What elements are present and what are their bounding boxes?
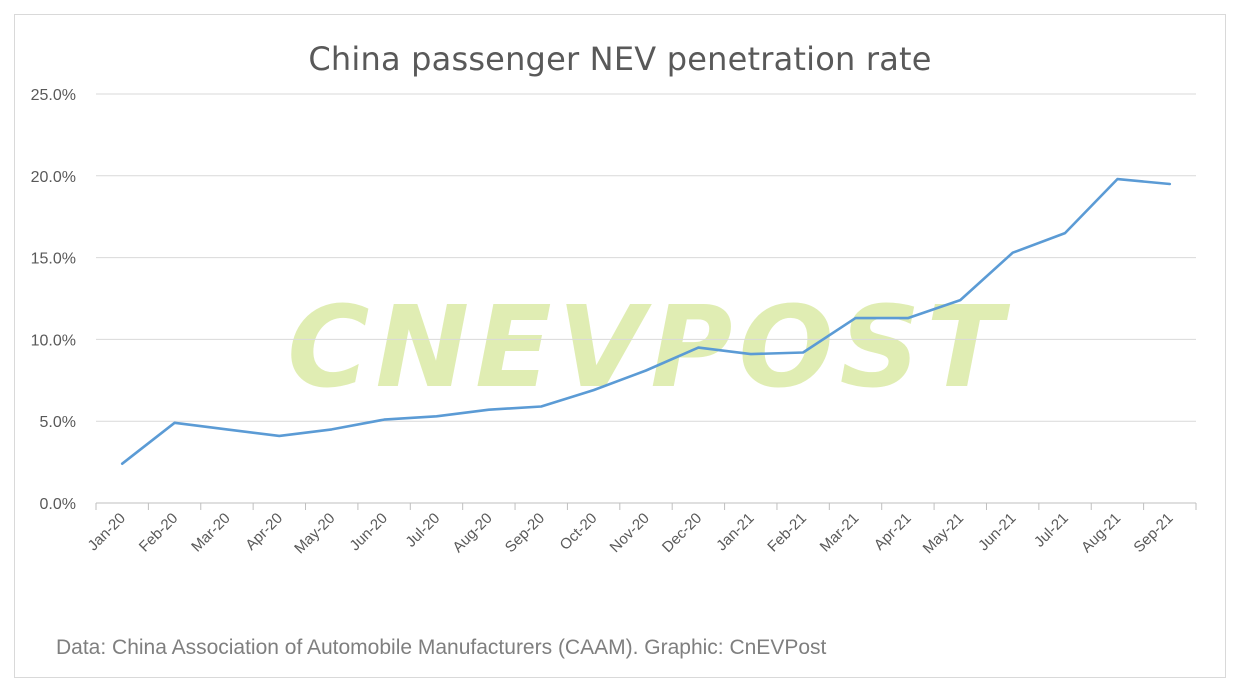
chart-title: China passenger NEV penetration rate [308,40,932,78]
x-tick-label: May-21 [920,510,967,557]
x-tick-label: Jun-21 [975,510,1019,554]
x-tick-label: Dec-20 [659,510,705,556]
x-axis-ticks: Jan-20 Feb-20 Mar-20 Apr-20 May-20 Jun-20 Jul-… [85,510,1177,557]
watermark-text: CNEVPOST [287,283,1010,413]
y-tick-label: 0.0% [40,496,76,513]
x-tick-label: Jul-21 [1031,510,1072,551]
x-tick-label: Apr-20 [242,510,286,554]
x-tick-label: Jan-21 [713,510,757,554]
x-axis [95,502,1197,510]
x-tick-label: Apr-21 [871,510,915,554]
x-tick-label: Jun-20 [346,510,390,554]
y-tick-label: 5.0% [40,414,76,431]
x-tick-label: Jul-20 [402,510,443,551]
x-tick-label: Nov-20 [607,510,653,556]
source-note: Data: China Association of Automobile Ma… [56,636,827,659]
x-tick-label: Mar-21 [817,510,863,556]
y-tick-label: 20.0% [31,169,76,186]
y-tick-label: 25.0% [31,87,76,104]
x-tick-label: Oct-20 [557,510,601,554]
watermark: CNEVPOST [287,283,1010,413]
x-tick-label: Mar-20 [188,510,234,556]
y-tick-label: 15.0% [31,251,76,268]
y-tick-label: 10.0% [31,332,76,349]
chart-frame [14,14,1226,678]
x-tick-label: Jan-20 [85,510,129,554]
x-tick-label: Sep-20 [502,510,548,556]
series-lines [120,177,1172,466]
gridlines [96,93,1196,422]
x-tick-label: Sep-21 [1130,510,1176,556]
x-tick-label: Aug-21 [1078,510,1124,556]
x-tick-label: May-20 [291,510,338,557]
x-tick-label: Feb-21 [764,510,810,556]
x-tick-label: Aug-20 [449,510,495,556]
y-axis-ticks: 0.0% 5.0% 10.0% 15.0% 20.0% 25.0% [31,87,76,513]
series-line [120,177,1172,466]
x-tick-label: Feb-20 [136,510,182,556]
